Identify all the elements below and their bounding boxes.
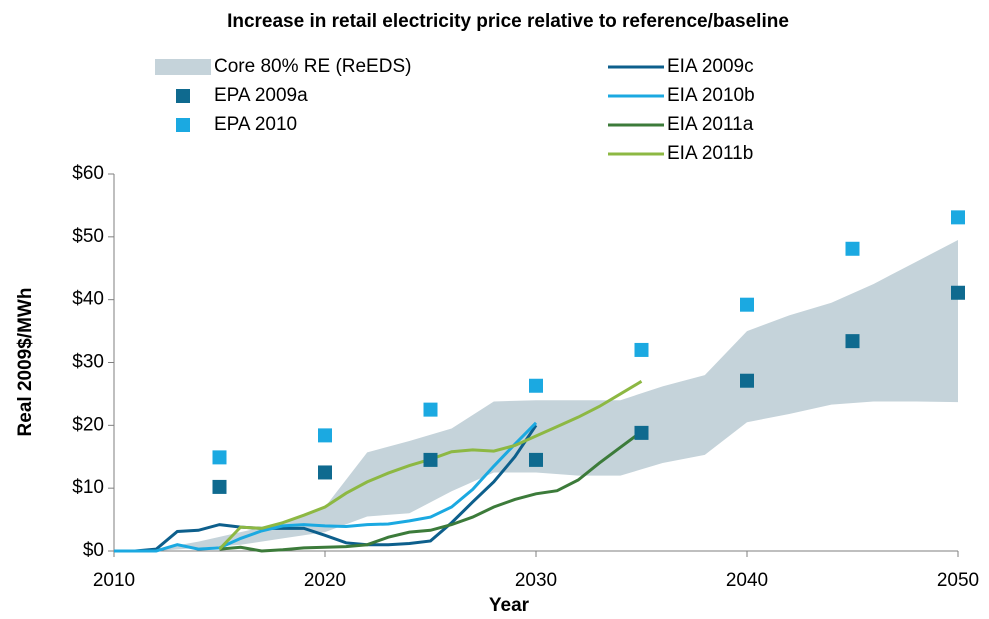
- marker: [318, 465, 332, 480]
- y-axis-label: Real 2009$/MWh: [15, 288, 36, 437]
- line: [114, 424, 538, 553]
- legend-label: EIA 2011b: [667, 143, 753, 164]
- y-tick-label: $60: [72, 163, 104, 184]
- marker: [529, 452, 543, 467]
- marker: [212, 479, 227, 494]
- legend-swatch: [176, 89, 190, 103]
- legend-label: EIA 2011a: [667, 114, 754, 135]
- legend-swatch: [176, 118, 190, 132]
- legend-label: Core 80% RE (ReEDS): [214, 56, 411, 77]
- marker: [634, 425, 649, 440]
- chart-title: Increase in retail electricity price rel…: [227, 11, 789, 32]
- legend-label: EIA 2009c: [667, 56, 754, 77]
- marker: [845, 241, 860, 256]
- y-tick-label: $30: [72, 352, 104, 373]
- legend-label: EPA 2009a: [214, 85, 308, 106]
- y-tick-label: $50: [72, 226, 104, 247]
- x-tick-label: 2010: [93, 570, 135, 591]
- marker: [634, 342, 649, 357]
- marker: [423, 402, 438, 417]
- x-tick-label: 2050: [937, 570, 979, 591]
- y-tick-label: $20: [72, 414, 104, 435]
- line: [219, 430, 643, 553]
- line: [114, 421, 538, 553]
- marker: [845, 334, 860, 349]
- marker: [423, 452, 438, 467]
- x-tick-label: 2030: [515, 570, 557, 591]
- marker: [740, 373, 754, 388]
- marker: [529, 378, 543, 393]
- legend-label: EPA 2010: [214, 114, 297, 135]
- y-tick-label: $10: [72, 477, 104, 498]
- legend-label: EIA 2010b: [667, 85, 755, 106]
- band: [114, 239, 958, 551]
- x-axis-label: Year: [489, 595, 530, 616]
- x-tick-label: 2040: [726, 570, 768, 591]
- marker: [318, 428, 332, 443]
- legend-swatch: [155, 59, 211, 75]
- y-tick-label: $40: [72, 289, 104, 310]
- y-tick-label: $0: [83, 540, 104, 561]
- x-tick-label: 2020: [304, 570, 346, 591]
- marker: [951, 210, 965, 225]
- marker: [951, 285, 965, 300]
- marker: [740, 297, 754, 312]
- marker: [212, 450, 227, 465]
